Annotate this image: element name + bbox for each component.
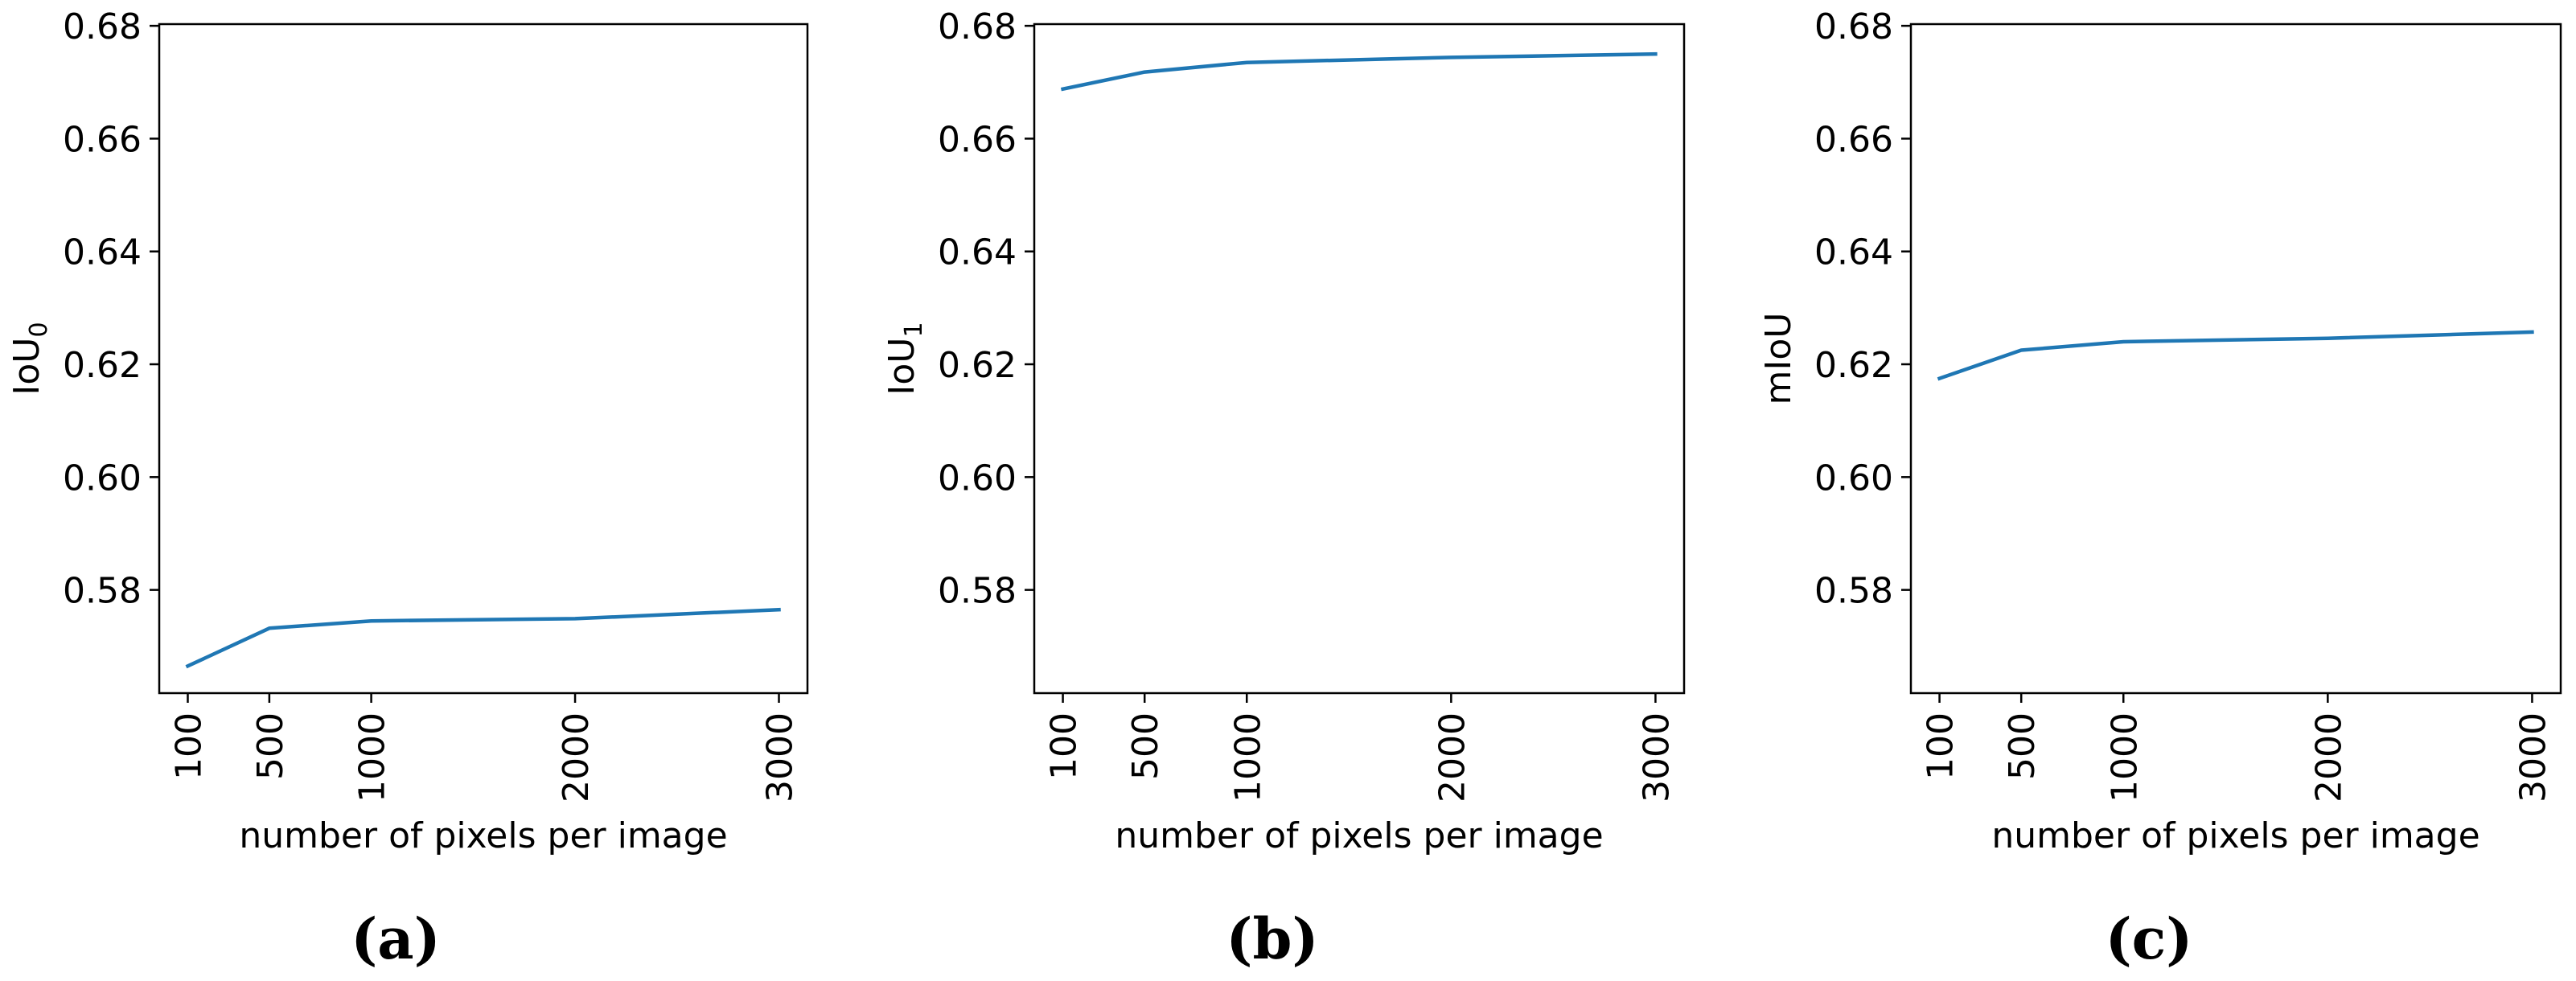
y-tick-label: 0.68: [1814, 6, 1893, 47]
x-tick-label: 500: [250, 712, 291, 780]
x-tick-label: 500: [2002, 712, 2043, 780]
x-axis-label: number of pixels per image: [239, 815, 727, 856]
y-tick-label: 0.60: [63, 458, 142, 499]
x-tick-label: 3000: [1636, 712, 1677, 802]
panel-caption: (c): [2106, 905, 2193, 972]
series-line: [1937, 330, 2534, 381]
series-line: [1060, 51, 1658, 92]
series-line: [185, 607, 781, 669]
y-axis-label-main: IoU: [6, 337, 47, 395]
plot-frame: [1033, 23, 1686, 695]
y-tick-label: 0.58: [63, 571, 142, 612]
x-tick-label: 500: [1125, 712, 1166, 780]
x-tick-label: 100: [168, 712, 209, 780]
y-axis-label: IoU0: [6, 322, 53, 395]
y-tick-label: 0.58: [1814, 571, 1893, 612]
y-tick-label: 0.60: [1814, 458, 1893, 499]
y-tick-label: 0.68: [63, 6, 142, 47]
x-tick-label: 2000: [1432, 712, 1473, 802]
x-tick-label: 2000: [556, 712, 597, 802]
x-tick-label: 1000: [1227, 712, 1268, 802]
x-tick-label: 100: [1921, 712, 1962, 780]
plot-frame: [1909, 23, 2562, 695]
x-axis-label: number of pixels per image: [1115, 815, 1603, 856]
x-tick-label: 2000: [2308, 712, 2349, 802]
y-axis-label-subscript: 0: [25, 322, 53, 337]
panel-caption: (b): [1226, 905, 1318, 972]
x-tick-label: 1000: [2104, 712, 2145, 802]
y-axis-label: IoU1: [881, 322, 928, 395]
y-tick-label: 0.62: [1814, 345, 1893, 386]
x-tick-label: 3000: [2512, 712, 2553, 802]
x-tick-label: 3000: [760, 712, 801, 802]
y-tick-label: 0.62: [938, 345, 1017, 386]
y-axis-label: mIoU: [1758, 313, 1799, 405]
chart-panel-1: 0.58 0.60 0.62 0.64 0.66 0.68 100 500 1000 2000 30…: [6, 6, 809, 972]
y-tick-label: 0.62: [63, 345, 142, 386]
y-tick-label: 0.64: [938, 232, 1017, 273]
y-tick-label: 0.66: [938, 119, 1017, 160]
x-axis-label: number of pixels per image: [1991, 815, 2479, 856]
plot-frame: [158, 23, 809, 695]
y-axis-label-main: IoU: [881, 337, 922, 395]
x-tick-label: 1000: [352, 712, 393, 802]
y-tick-label: 0.66: [1814, 119, 1893, 160]
chart-panel-2: 0.58 0.60 0.62 0.64 0.66 0.68 100 500 1000 2000 30…: [881, 6, 1686, 972]
y-tick-label: 0.64: [63, 232, 142, 273]
y-tick-label: 0.68: [938, 6, 1017, 47]
y-tick-label: 0.60: [938, 458, 1017, 499]
y-axis-label-main: mIoU: [1758, 313, 1799, 405]
panel-caption: (a): [351, 905, 441, 972]
y-axis-label-subscript: 1: [900, 322, 928, 337]
y-tick-label: 0.64: [1814, 232, 1893, 273]
y-tick-label: 0.58: [938, 571, 1017, 612]
y-tick-label: 0.66: [63, 119, 142, 160]
x-tick-label: 100: [1044, 712, 1085, 780]
chart-panel-3: 0.58 0.60 0.62 0.64 0.66 0.68 100 500 1000 2000 30…: [1758, 6, 2562, 972]
